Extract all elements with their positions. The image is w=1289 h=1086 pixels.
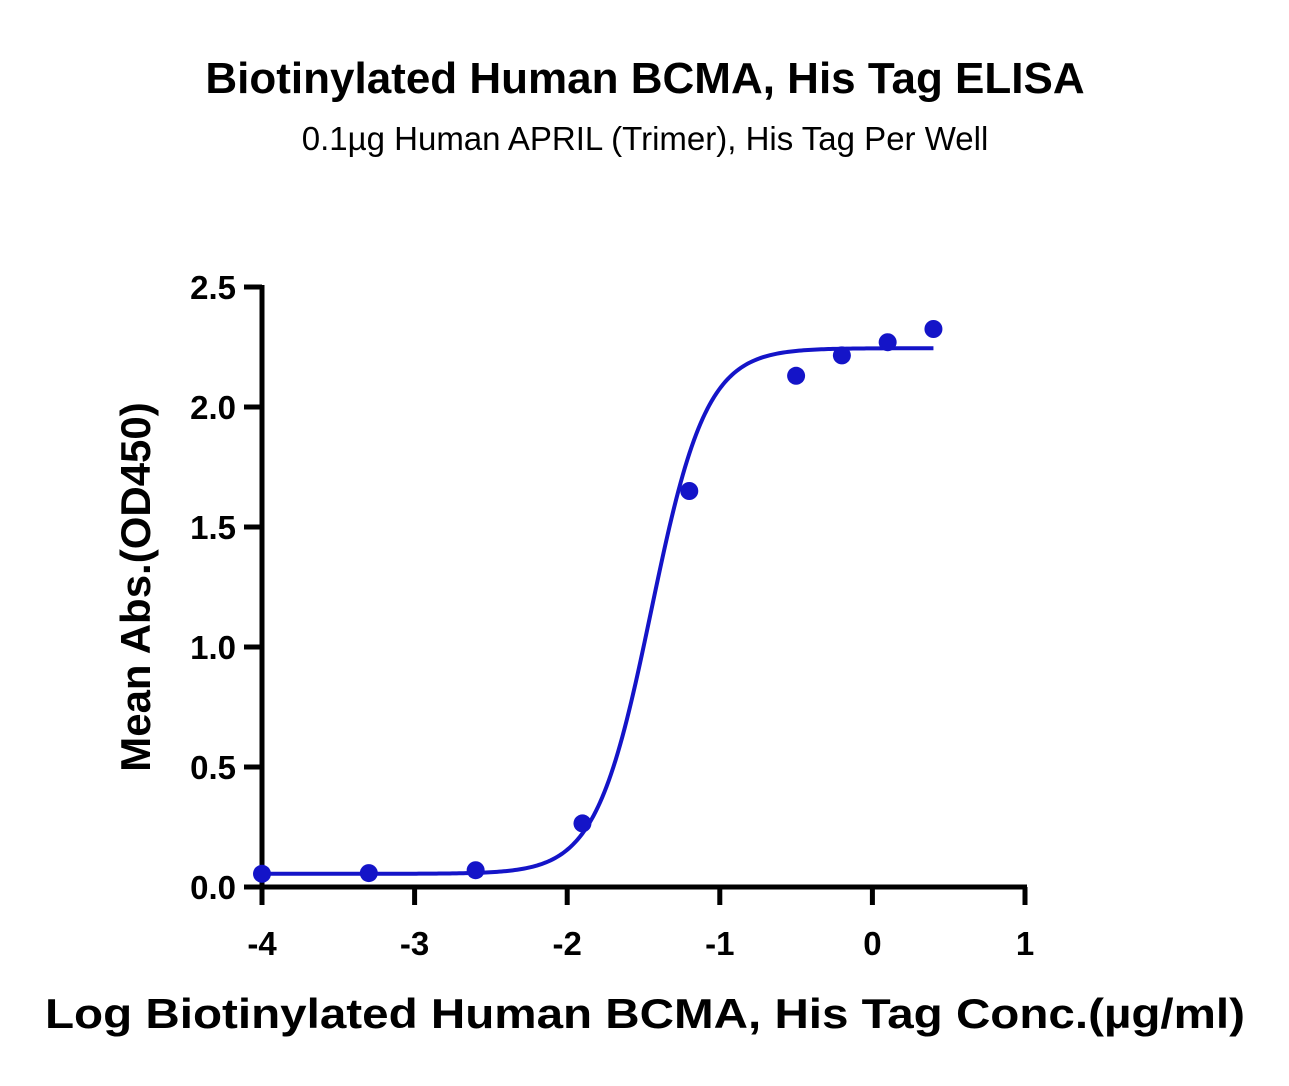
y-tick-label: 2.0 — [190, 389, 236, 426]
y-tick-label: 0.0 — [190, 869, 236, 906]
data-point — [832, 346, 851, 365]
chart-subtitle: 0.1µg Human APRIL (Trimer), His Tag Per … — [302, 120, 989, 157]
data-point — [924, 320, 943, 338]
y-tick-label: 1.5 — [190, 509, 236, 546]
x-tick-label: -3 — [400, 925, 429, 962]
x-tick-label: 1 — [1016, 925, 1034, 962]
x-tick-label: -1 — [705, 925, 734, 962]
y-tick-label: 1.0 — [190, 629, 236, 666]
data-point — [787, 366, 806, 385]
x-tick-label: -2 — [553, 925, 582, 962]
x-tick-label: -4 — [247, 925, 277, 962]
x-axis-label: Log Biotinylated Human BCMA, His Tag Con… — [45, 990, 1245, 1037]
y-axis-label: Mean Abs.(OD450) — [112, 402, 159, 772]
chart-title: Biotinylated Human BCMA, His Tag ELISA — [205, 54, 1084, 103]
data-point — [359, 864, 378, 883]
y-tick-label: 0.5 — [190, 749, 236, 786]
y-tick-label: 2.5 — [190, 269, 236, 306]
data-point — [253, 864, 271, 883]
data-point — [466, 861, 485, 880]
data-point — [878, 333, 897, 352]
plot-area: 0.0 0.5 1.0 1.5 2.0 2.5 -4 -3 -2 -1 0 1 — [190, 269, 1034, 962]
x-tick-label: 0 — [863, 925, 881, 962]
data-point — [680, 482, 699, 500]
data-point — [573, 814, 592, 833]
fit-curve — [262, 346, 934, 876]
